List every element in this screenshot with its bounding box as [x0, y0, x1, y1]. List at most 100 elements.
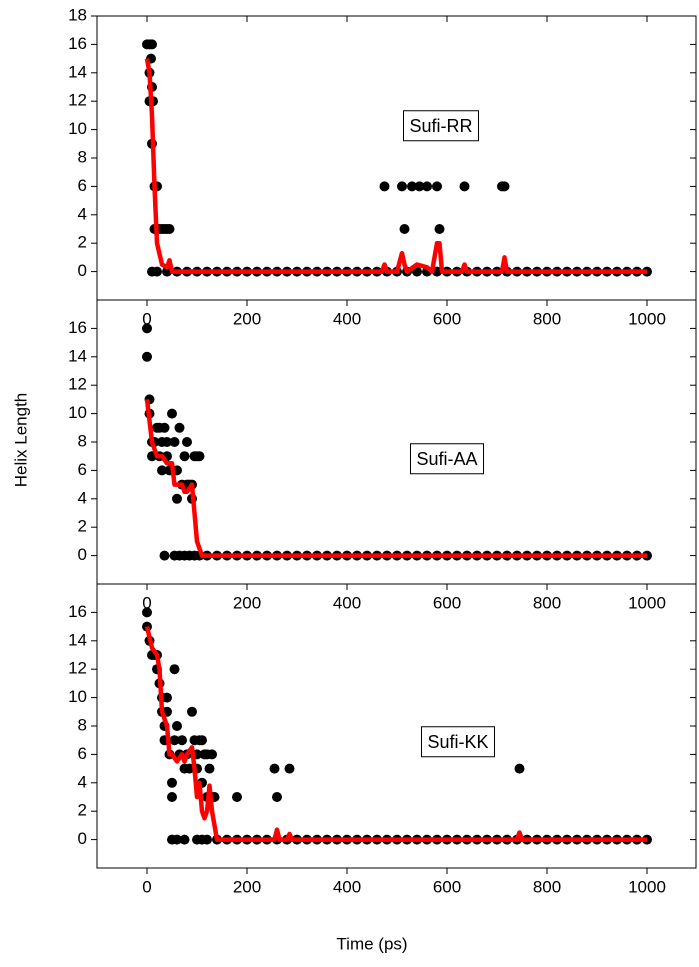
y-tick-label: 2	[78, 233, 87, 252]
panel-label-box	[402, 110, 480, 142]
y-tick-label: 6	[78, 176, 87, 195]
x-tick-label: 200	[233, 309, 261, 328]
data-point	[514, 763, 525, 774]
panel-label: Sufi-RR	[409, 116, 472, 136]
data-point	[179, 451, 190, 462]
panel-label: Sufi-AA	[416, 449, 477, 469]
data-point	[284, 763, 295, 774]
data-point	[197, 735, 207, 746]
data-point	[182, 437, 192, 447]
data-point	[164, 224, 175, 234]
y-tick-label: 14	[68, 346, 87, 365]
y-tick-label: 16	[68, 318, 87, 337]
data-point	[414, 181, 425, 192]
x-tick-label: 400	[333, 309, 361, 328]
y-tick-label: 8	[78, 147, 87, 166]
panel-label-box	[409, 443, 485, 475]
data-point	[159, 422, 170, 433]
data-point	[174, 422, 185, 433]
data-point	[379, 181, 390, 192]
data-point	[177, 735, 187, 746]
x-tick-label: 800	[533, 877, 561, 896]
data-point	[407, 181, 417, 192]
data-point	[399, 224, 410, 234]
data-point	[172, 834, 182, 845]
y-tick-label: 18	[68, 5, 87, 24]
x-axis-label: Time (ps)	[336, 934, 407, 953]
plot-frame	[96, 15, 697, 301]
y-tick-label: 10	[68, 119, 87, 138]
x-tick-label: 200	[233, 593, 261, 612]
data-point	[169, 437, 180, 447]
x-tick-label: 800	[533, 309, 561, 328]
data-point	[142, 607, 152, 618]
data-point	[142, 323, 152, 334]
y-tick-label: 10	[68, 403, 87, 422]
data-point	[147, 39, 157, 50]
x-tick-label: 1000	[628, 593, 666, 612]
data-point	[459, 181, 470, 192]
y-tick-label: 6	[78, 744, 87, 763]
panel-label: Sufi-KK	[427, 732, 488, 752]
data-point	[142, 351, 152, 362]
y-tick-label: 14	[68, 62, 87, 81]
data-point	[172, 721, 182, 731]
data-point	[422, 181, 432, 192]
trend-line	[144, 58, 647, 274]
y-tick-label: 12	[68, 659, 87, 678]
y-tick-label: 6	[78, 460, 87, 479]
data-point	[172, 493, 182, 504]
data-point	[269, 763, 280, 774]
data-point	[157, 465, 167, 476]
y-tick-label: 8	[78, 715, 87, 734]
y-tick-label: 0	[78, 545, 87, 564]
y-tick-label: 4	[78, 204, 87, 223]
x-tick-label: 0	[142, 877, 151, 896]
data-point	[167, 408, 177, 419]
trend-line	[144, 626, 647, 842]
data-point	[397, 181, 407, 192]
data-point	[207, 749, 217, 760]
data-point	[167, 777, 177, 788]
y-tick-label: 10	[68, 687, 87, 706]
plot-frame	[96, 583, 697, 869]
x-tick-label: 0	[142, 593, 151, 612]
data-point	[179, 834, 190, 845]
data-point	[167, 792, 177, 802]
x-tick-label: 1000	[628, 877, 666, 896]
x-tick-label: 400	[333, 877, 361, 896]
data-point	[169, 735, 180, 746]
x-tick-label: 200	[233, 877, 261, 896]
y-tick-label: 0	[78, 829, 87, 848]
y-tick-label: 12	[68, 91, 87, 110]
data-point	[272, 792, 282, 802]
data-point	[187, 706, 197, 717]
y-tick-label: 8	[78, 431, 87, 450]
y-axis-label: Helix Length	[11, 393, 30, 488]
data-point	[162, 437, 172, 447]
x-tick-label: 800	[533, 593, 561, 612]
x-tick-label: 1000	[628, 309, 666, 328]
data-point	[202, 834, 212, 845]
x-tick-label: 600	[433, 877, 461, 896]
data-point	[499, 181, 510, 192]
data-point	[232, 792, 242, 802]
x-tick-label: 0	[142, 309, 151, 328]
y-tick-label: 2	[78, 517, 87, 536]
y-tick-label: 14	[68, 630, 87, 649]
data-point	[412, 266, 422, 277]
data-point	[159, 550, 170, 561]
x-tick-label: 600	[433, 309, 461, 328]
data-point	[204, 763, 215, 774]
y-tick-label: 2	[78, 801, 87, 820]
data-point	[434, 224, 445, 234]
data-point	[169, 664, 180, 675]
y-tick-label: 16	[68, 34, 87, 53]
x-tick-label: 600	[433, 593, 461, 612]
y-tick-label: 4	[78, 488, 87, 507]
y-tick-label: 16	[68, 602, 87, 621]
y-tick-label: 4	[78, 772, 87, 791]
data-point	[162, 692, 172, 703]
